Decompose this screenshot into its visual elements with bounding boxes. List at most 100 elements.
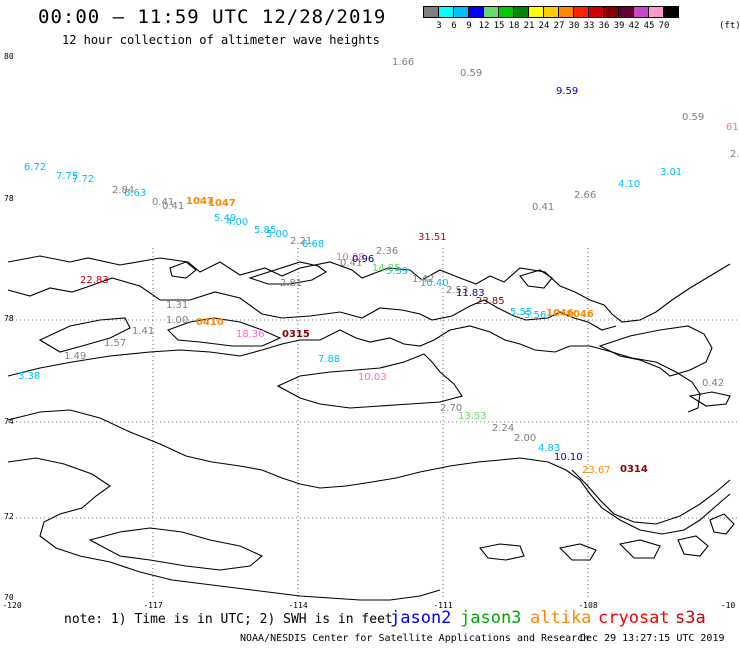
wave-height-label: 3.38 — [18, 371, 40, 382]
wave-height-label: 2.36 — [376, 246, 398, 257]
page-title: 00:00 – 11:59 UTC 12/28/2019 — [38, 6, 387, 28]
satellite-cryosat: cryosat — [598, 608, 670, 628]
wave-height-label: 2.84 — [112, 185, 134, 196]
colorbar-tick-label: 3 — [436, 21, 442, 31]
wave-height-label: 22.83 — [80, 275, 109, 286]
wave-height-label: 0.59 — [460, 68, 482, 79]
wave-height-label: 4.00 — [226, 217, 248, 228]
wave-height-label: 5.00 — [266, 229, 288, 240]
wave-height-label: 6.63 — [124, 188, 146, 199]
satellite-jason3: jason3 — [460, 608, 522, 628]
wave-height-label: 10.10 — [554, 452, 583, 463]
colorbar-tick-label: 27 — [553, 21, 565, 31]
wave-height-label: 2.24 — [492, 423, 514, 434]
wave-height-label: 0.59 — [682, 112, 704, 123]
lat-label-74: 74 — [4, 417, 14, 426]
colorbar-tick-label: 15 — [493, 21, 505, 31]
wave-height-label: 0.41 — [340, 258, 362, 269]
colorbar-tick-label: 21 — [523, 21, 535, 31]
wave-height-label: 3.01 — [660, 167, 682, 178]
wave-height-label: 5.49 — [214, 213, 236, 224]
lat-label-72: 72 — [4, 512, 14, 521]
wave-height-label: 7.72 — [72, 174, 94, 185]
wave-height-label: 0.41 — [532, 202, 554, 213]
wave-height-label: 10.03 — [358, 372, 387, 383]
wave-height-label: 23.67 — [582, 465, 611, 476]
colorbar-tick-label: 24 — [538, 21, 550, 31]
wave-height-label: 2.66 — [574, 190, 596, 201]
observation-labels: 1.66 0.59 9.59 0.59 61 2. 6.72 7.757.72 2.846.63… — [18, 57, 740, 476]
wave-height-label: 2.00 — [514, 433, 536, 444]
lon-label-120: -120 — [2, 601, 22, 610]
wave-height-label: 5.59 — [386, 266, 408, 277]
colorbar-tick-label: 9 — [466, 21, 472, 31]
coastline — [7, 255, 735, 601]
wave-height-label: 2.53 — [446, 285, 468, 296]
wave-height-label: 1.66 — [392, 57, 414, 68]
wave-height-label: 5.56 — [524, 310, 546, 321]
satellite-jason2: jason2 — [390, 608, 452, 628]
timestamp-text: Dec 29 13:27:15 UTC 2019 — [580, 633, 725, 644]
wave-height-label: 61 — [726, 122, 739, 133]
page-subtitle: 12 hour collection of altimeter wave hei… — [62, 33, 380, 47]
lon-label-117: -117 — [143, 601, 163, 610]
units-note: note: 1) Time is in UTC; 2) SWH is in fe… — [64, 612, 393, 627]
wave-height-label: 0314 — [620, 464, 648, 475]
lat-label-70: 70 — [4, 593, 14, 602]
wave-height-label: 1046 — [566, 309, 594, 320]
wave-height-label: 0.41 — [152, 197, 174, 208]
wave-height-label: 5.85 — [254, 225, 276, 236]
lat-label-78: 78 — [4, 314, 14, 323]
colorbar-swatch — [663, 6, 679, 18]
lat-label-80: 80 — [4, 52, 14, 61]
graticule — [8, 248, 738, 600]
lat-label-78-upper: 78 — [4, 194, 14, 203]
wave-height-label: 1.41 — [132, 326, 154, 337]
wave-height-label: 23.85 — [476, 296, 505, 307]
lon-label-105: -10 — [720, 601, 736, 610]
colorbar-tick-label: 45 — [643, 21, 655, 31]
wave-height-label: 2.70 — [440, 403, 462, 414]
wave-height-label: 2.81 — [280, 278, 302, 289]
credit-text: NOAA/NESDIS Center for Satellite Applica… — [240, 633, 590, 644]
wave-height-label: 1.42 — [412, 274, 434, 285]
colorbar-tick-label: 30 — [568, 21, 580, 31]
wave-height-label: 10.40 — [420, 278, 449, 289]
lon-label-108: -108 — [578, 601, 598, 610]
colorbar-unit-label: (ft) — [719, 21, 740, 31]
wave-height-label: 1.49 — [64, 351, 86, 362]
wave-height-label: 2.21 — [290, 236, 312, 247]
wave-height-label: 31.51 — [418, 232, 447, 243]
colorbar-tick-label: 70 — [658, 21, 670, 31]
wave-height-label: 7.75 — [56, 171, 78, 182]
wave-height-label: 0.41 — [162, 201, 184, 212]
wave-height-label: 7.88 — [318, 354, 340, 365]
wave-height-label: 2. — [730, 149, 740, 160]
wave-height-label: 1.57 — [104, 338, 126, 349]
colorbar-tick-label: 33 — [583, 21, 595, 31]
colorbar-tick-label: 12 — [478, 21, 490, 31]
wave-height-label: 1046 — [546, 308, 574, 319]
colorbar-labels: 3 6 9 12 15 18 21 24 27 30 33 36 39 42 45 70 (ft) — [423, 21, 740, 33]
wave-height-label: 5.55 — [510, 307, 532, 318]
wave-height-label: 0315 — [282, 329, 310, 340]
wave-height-label: 13.53 — [458, 411, 487, 422]
wave-height-label: 0410 — [196, 317, 224, 328]
satellite-s3a: s3a — [675, 608, 706, 628]
wave-height-label: 9.59 — [556, 86, 578, 97]
wave-height-label: 6.72 — [24, 162, 46, 173]
wave-height-label: 4.10 — [618, 179, 640, 190]
colorbar-tick-label: 42 — [628, 21, 640, 31]
colorbar-tick-label: 18 — [508, 21, 520, 31]
wave-height-label: 0.42 — [702, 378, 724, 389]
wave-height-label: 1047 — [208, 198, 236, 209]
colorbar-tick-label: 6 — [451, 21, 457, 31]
wave-height-label: 18.36 — [236, 329, 265, 340]
wave-height-label: 0.96 — [352, 254, 374, 265]
lon-label-114: -114 — [288, 601, 308, 610]
wave-height-label: 4.83 — [538, 443, 560, 454]
wave-height-label: 6.68 — [302, 239, 324, 250]
wave-height-label: 1.31 — [166, 300, 188, 311]
wave-height-label: 1.00 — [166, 315, 188, 326]
